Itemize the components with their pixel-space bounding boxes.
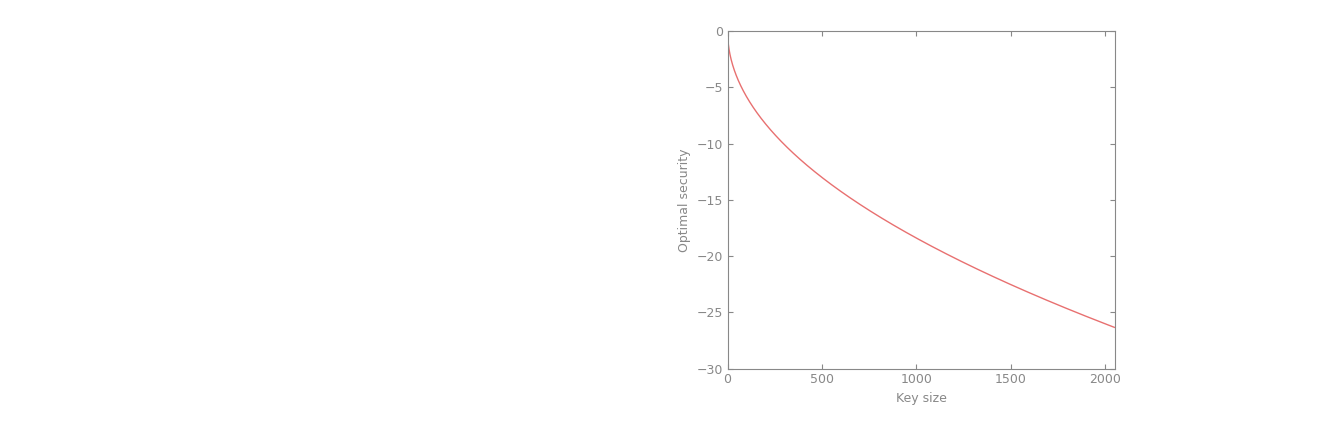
Y-axis label: Optimal security: Optimal security: [678, 148, 690, 252]
X-axis label: Key size: Key size: [896, 392, 947, 405]
